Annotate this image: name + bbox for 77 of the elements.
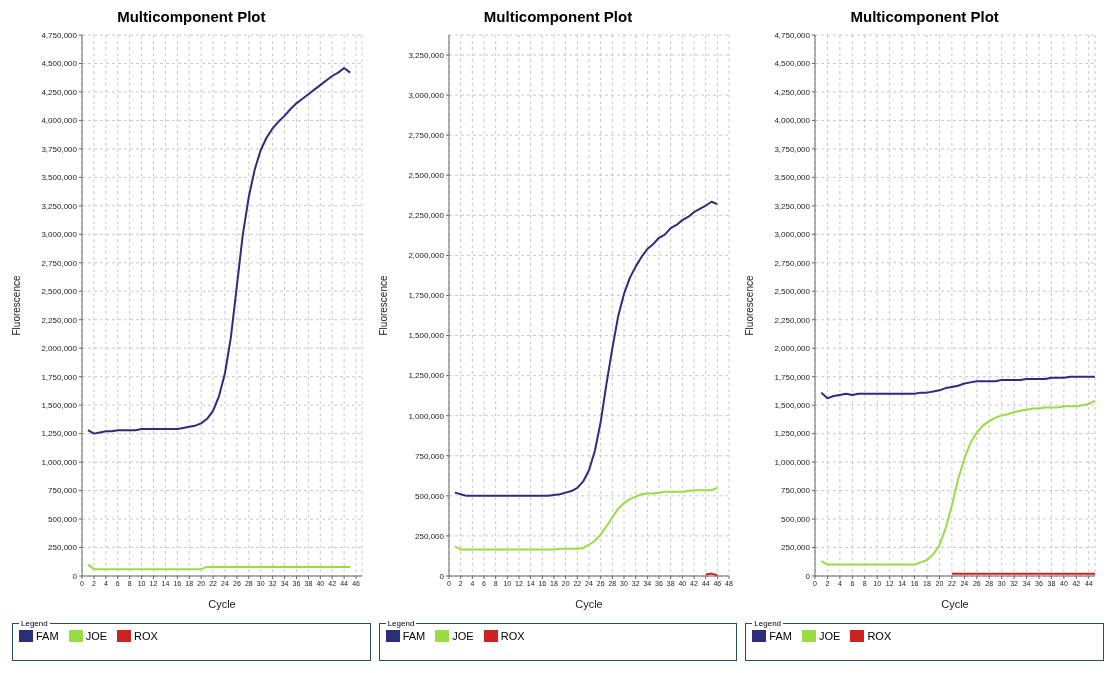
y-tick-label: 500,000 xyxy=(781,514,811,524)
legend-label: JOE xyxy=(84,630,108,642)
chart-title: Multicomponent Plot xyxy=(116,8,267,27)
y-tick-label: 2,750,000 xyxy=(408,131,445,141)
y-tick-label: 3,000,000 xyxy=(41,230,78,240)
chart-title: Multicomponent Plot xyxy=(849,8,1000,27)
y-tick-label: 3,000,000 xyxy=(408,90,445,100)
legend-label: ROX xyxy=(133,630,158,642)
y-tick-label: 2,250,000 xyxy=(408,211,445,221)
line-series xyxy=(86,67,352,435)
y-tick-label: 3,750,000 xyxy=(774,144,811,154)
y-tick-label: 4,500,000 xyxy=(41,59,78,69)
line-series xyxy=(453,486,718,551)
y-tick-label: 3,000,000 xyxy=(774,230,811,240)
line-series xyxy=(820,399,1096,566)
y-tick-label: 3,250,000 xyxy=(408,50,445,60)
legend-label: ROX xyxy=(866,630,892,642)
line-series xyxy=(453,200,718,497)
y-tick-label: 2,250,000 xyxy=(774,315,811,325)
legend-title: Legend xyxy=(753,619,783,628)
y-tick-label: 250,000 xyxy=(781,543,811,553)
y-tick-label: 2,750,000 xyxy=(774,258,811,268)
y-tick-label: 1,500,000 xyxy=(41,401,78,410)
legend-label: FAM xyxy=(401,630,426,642)
y-tick-label: 4,000,000 xyxy=(774,116,811,126)
y-tick-label: 3,500,000 xyxy=(41,173,78,183)
line-series xyxy=(820,375,1096,400)
y-tick-label: 250,000 xyxy=(414,531,445,541)
y-tick-label: 4,250,000 xyxy=(774,87,811,97)
y-tick-label: 1,000,000 xyxy=(774,457,811,467)
y-tick-label: 500,000 xyxy=(48,514,78,524)
legend-label: JOE xyxy=(451,630,474,642)
y-tick-label: 4,000,000 xyxy=(41,116,78,126)
y-tick-label: 250,000 xyxy=(48,543,78,553)
y-axis-title: Fluorescence xyxy=(377,275,389,336)
y-tick-label: 2,000,000 xyxy=(774,344,811,354)
y-tick-label: 4,750,000 xyxy=(41,30,78,40)
y-tick-label: 1,750,000 xyxy=(774,372,811,382)
y-tick-label: 1,500,000 xyxy=(774,401,811,410)
legend-title: Legend xyxy=(386,619,416,628)
chart-title: Multicomponent Plot xyxy=(482,8,634,27)
y-tick-label: 2,000,000 xyxy=(408,251,445,261)
y-tick-label: 1,750,000 xyxy=(41,372,78,382)
legend-label: FAM xyxy=(768,630,792,642)
y-tick-label: 1,500,000 xyxy=(408,331,445,341)
y-tick-label: 2,750,000 xyxy=(41,258,78,268)
x-axis-title: Cycle xyxy=(941,598,970,610)
y-tick-label: 750,000 xyxy=(414,451,445,461)
x-axis-title: Cycle xyxy=(574,598,603,610)
y-tick-label: 2,000,000 xyxy=(41,344,78,354)
y-tick-label: 1,250,000 xyxy=(408,371,445,381)
y-tick-label: 750,000 xyxy=(48,486,78,496)
y-axis-title: Fluorescence xyxy=(10,275,22,336)
legend-label: JOE xyxy=(817,630,841,642)
y-tick-label: 3,750,000 xyxy=(41,144,78,154)
y-tick-label: 2,500,000 xyxy=(41,287,78,297)
y-tick-label: 1,000,000 xyxy=(408,411,445,421)
x-axis-title: Cycle xyxy=(208,598,236,610)
y-tick-label: 750,000 xyxy=(781,486,811,496)
y-tick-label: 1,750,000 xyxy=(408,291,445,301)
y-tick-label: 3,250,000 xyxy=(41,201,78,211)
y-tick-label: 2,500,000 xyxy=(774,287,811,297)
legend-title: Legend xyxy=(20,619,49,628)
y-tick-label: 4,250,000 xyxy=(41,87,78,97)
y-tick-label: 2,250,000 xyxy=(41,315,78,325)
y-tick-label: 4,500,000 xyxy=(774,59,811,69)
legend-label: FAM xyxy=(35,630,59,642)
y-tick-label: 1,250,000 xyxy=(41,429,78,439)
y-tick-label: 1,000,000 xyxy=(41,457,78,467)
y-tick-label: 4,750,000 xyxy=(774,30,811,40)
y-tick-label: 3,500,000 xyxy=(774,173,811,183)
y-tick-label: 1,250,000 xyxy=(774,429,811,439)
legend-label: ROX xyxy=(499,630,525,642)
y-axis-title: Fluorescence xyxy=(743,275,755,336)
y-tick-label: 2,500,000 xyxy=(408,171,445,181)
y-tick-label: 500,000 xyxy=(414,491,445,501)
y-tick-label: 3,250,000 xyxy=(774,201,811,211)
